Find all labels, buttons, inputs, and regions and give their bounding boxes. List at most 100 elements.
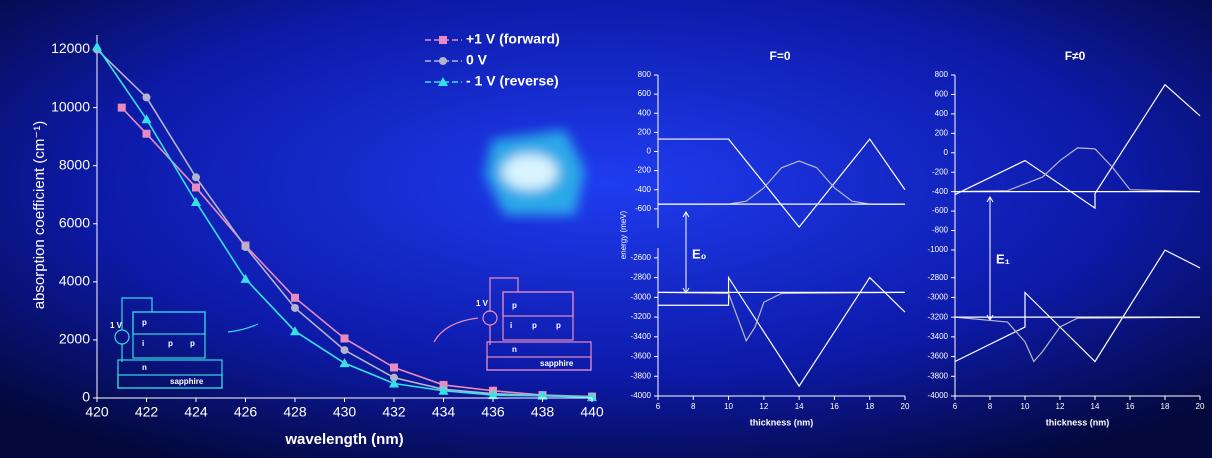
y-tick-label: 8000	[59, 156, 90, 172]
y-tick-label: -200	[635, 166, 652, 175]
y-tick-label: 200	[638, 127, 652, 136]
x-tick-label: 438	[531, 404, 555, 420]
x-tick-label: 432	[382, 404, 406, 420]
inset-label: 1 V	[110, 321, 123, 330]
x-axis-label: thickness (nm)	[750, 417, 814, 427]
y-tick-label: -400	[635, 185, 652, 194]
y-tick-label: 800	[935, 70, 949, 79]
inset-label: i	[142, 339, 144, 348]
y-tick-label: -4000	[631, 391, 652, 400]
y-tick-label: -2600	[631, 253, 652, 262]
inset-label: n	[142, 363, 147, 372]
x-tick-label: 8	[691, 402, 696, 411]
x-tick-label: 10	[724, 402, 733, 411]
y-tick-label: -3400	[928, 332, 949, 341]
y-tick-label: -3200	[928, 312, 949, 321]
legend-label: +1 V (forward)	[466, 31, 560, 47]
y-tick-label: -2800	[928, 273, 949, 282]
legend-marker	[439, 36, 447, 44]
panel-title: F=0	[769, 49, 790, 63]
y-tick-label: 600	[935, 90, 949, 99]
y-tick-label: -600	[635, 204, 652, 213]
slide: 0200040006000800010000120004204224244264…	[0, 0, 1212, 458]
y-tick-label: 400	[638, 108, 652, 117]
x-tick-label: 16	[1126, 402, 1135, 411]
x-tick-label: 12	[759, 402, 768, 411]
inset-label: p	[532, 321, 537, 330]
y-tick-label: -3000	[631, 292, 652, 301]
x-tick-label: 434	[432, 404, 456, 420]
x-tick-label: 14	[795, 402, 804, 411]
x-tick-label: 6	[656, 402, 661, 411]
y-tick-label: -3200	[631, 312, 652, 321]
x-tick-label: 426	[234, 404, 258, 420]
y-tick-label: 0	[944, 148, 949, 157]
marker	[341, 334, 349, 342]
inset-label: p	[512, 301, 517, 310]
x-tick-label: 16	[830, 402, 839, 411]
y-tick-label: 0	[647, 147, 652, 156]
panel-title: F≠0	[1065, 49, 1086, 63]
x-tick-label: 20	[1196, 402, 1205, 411]
legend-label: 0 V	[466, 52, 488, 68]
marker	[291, 304, 299, 312]
x-tick-label: 436	[481, 404, 505, 420]
crystal-photo	[485, 130, 585, 215]
marker	[242, 243, 250, 251]
x-tick-label: 8	[988, 402, 993, 411]
y-tick-label: 0	[82, 389, 90, 405]
x-tick-label: 424	[184, 404, 208, 420]
marker	[390, 364, 398, 372]
y-tick-label: -800	[932, 226, 949, 235]
x-tick-label: 422	[135, 404, 159, 420]
marker	[143, 93, 151, 101]
y-tick-label: -600	[932, 206, 949, 215]
x-tick-label: 18	[865, 402, 874, 411]
inset-label: p	[556, 321, 561, 330]
y-tick-label: -3400	[631, 332, 652, 341]
y-tick-label: -400	[932, 187, 949, 196]
y-tick-label: -3600	[928, 352, 949, 361]
x-axis-label: thickness (nm)	[1046, 417, 1110, 427]
marker	[143, 130, 151, 138]
y-tick-label: -3000	[928, 293, 949, 302]
y-tick-label: -3800	[928, 371, 949, 380]
x-tick-label: 6	[953, 402, 958, 411]
inset-label: n	[512, 345, 517, 354]
y-tick-label: -2800	[631, 273, 652, 282]
marker	[192, 183, 200, 191]
x-axis-label: wavelength (nm)	[284, 431, 403, 448]
y-tick-label: 12000	[51, 40, 90, 56]
x-tick-label: 420	[85, 404, 109, 420]
inset-label: 1 V	[476, 299, 489, 308]
y-tick-label: -3800	[631, 371, 652, 380]
background	[0, 0, 1212, 458]
y-tick-label: 2000	[59, 331, 90, 347]
y-tick-label: 800	[638, 70, 652, 79]
y-tick-label: -200	[932, 167, 949, 176]
x-tick-label: 10	[1021, 402, 1030, 411]
marker	[291, 294, 299, 302]
inset-label: p	[168, 339, 173, 348]
inset-label: i	[510, 321, 512, 330]
y-tick-label: -1000	[928, 245, 949, 254]
inset-label: p	[142, 318, 147, 327]
legend-marker	[439, 57, 447, 65]
x-tick-label: 12	[1056, 402, 1065, 411]
y-tick-label: 10000	[51, 98, 90, 114]
annotation: E₀	[692, 246, 707, 261]
y-tick-label: 600	[638, 89, 652, 98]
x-tick-label: 20	[901, 402, 910, 411]
y-tick-label: 4000	[59, 273, 90, 289]
page: {"chart_data": [ {"type": "line", "x_lab…	[0, 0, 1212, 458]
x-tick-label: 18	[1161, 402, 1170, 411]
x-tick-label: 430	[333, 404, 357, 420]
y-axis-label: absorption coefficient (cm⁻¹)	[31, 121, 48, 310]
x-tick-label: 14	[1091, 402, 1100, 411]
inset-label: p	[190, 339, 195, 348]
annotation: E₁	[996, 251, 1010, 266]
inset-label: sapphire	[170, 377, 204, 386]
y-tick-label: -3600	[631, 352, 652, 361]
y-axis-label: energy (meV)	[619, 210, 628, 259]
inset-label: sapphire	[540, 359, 574, 368]
